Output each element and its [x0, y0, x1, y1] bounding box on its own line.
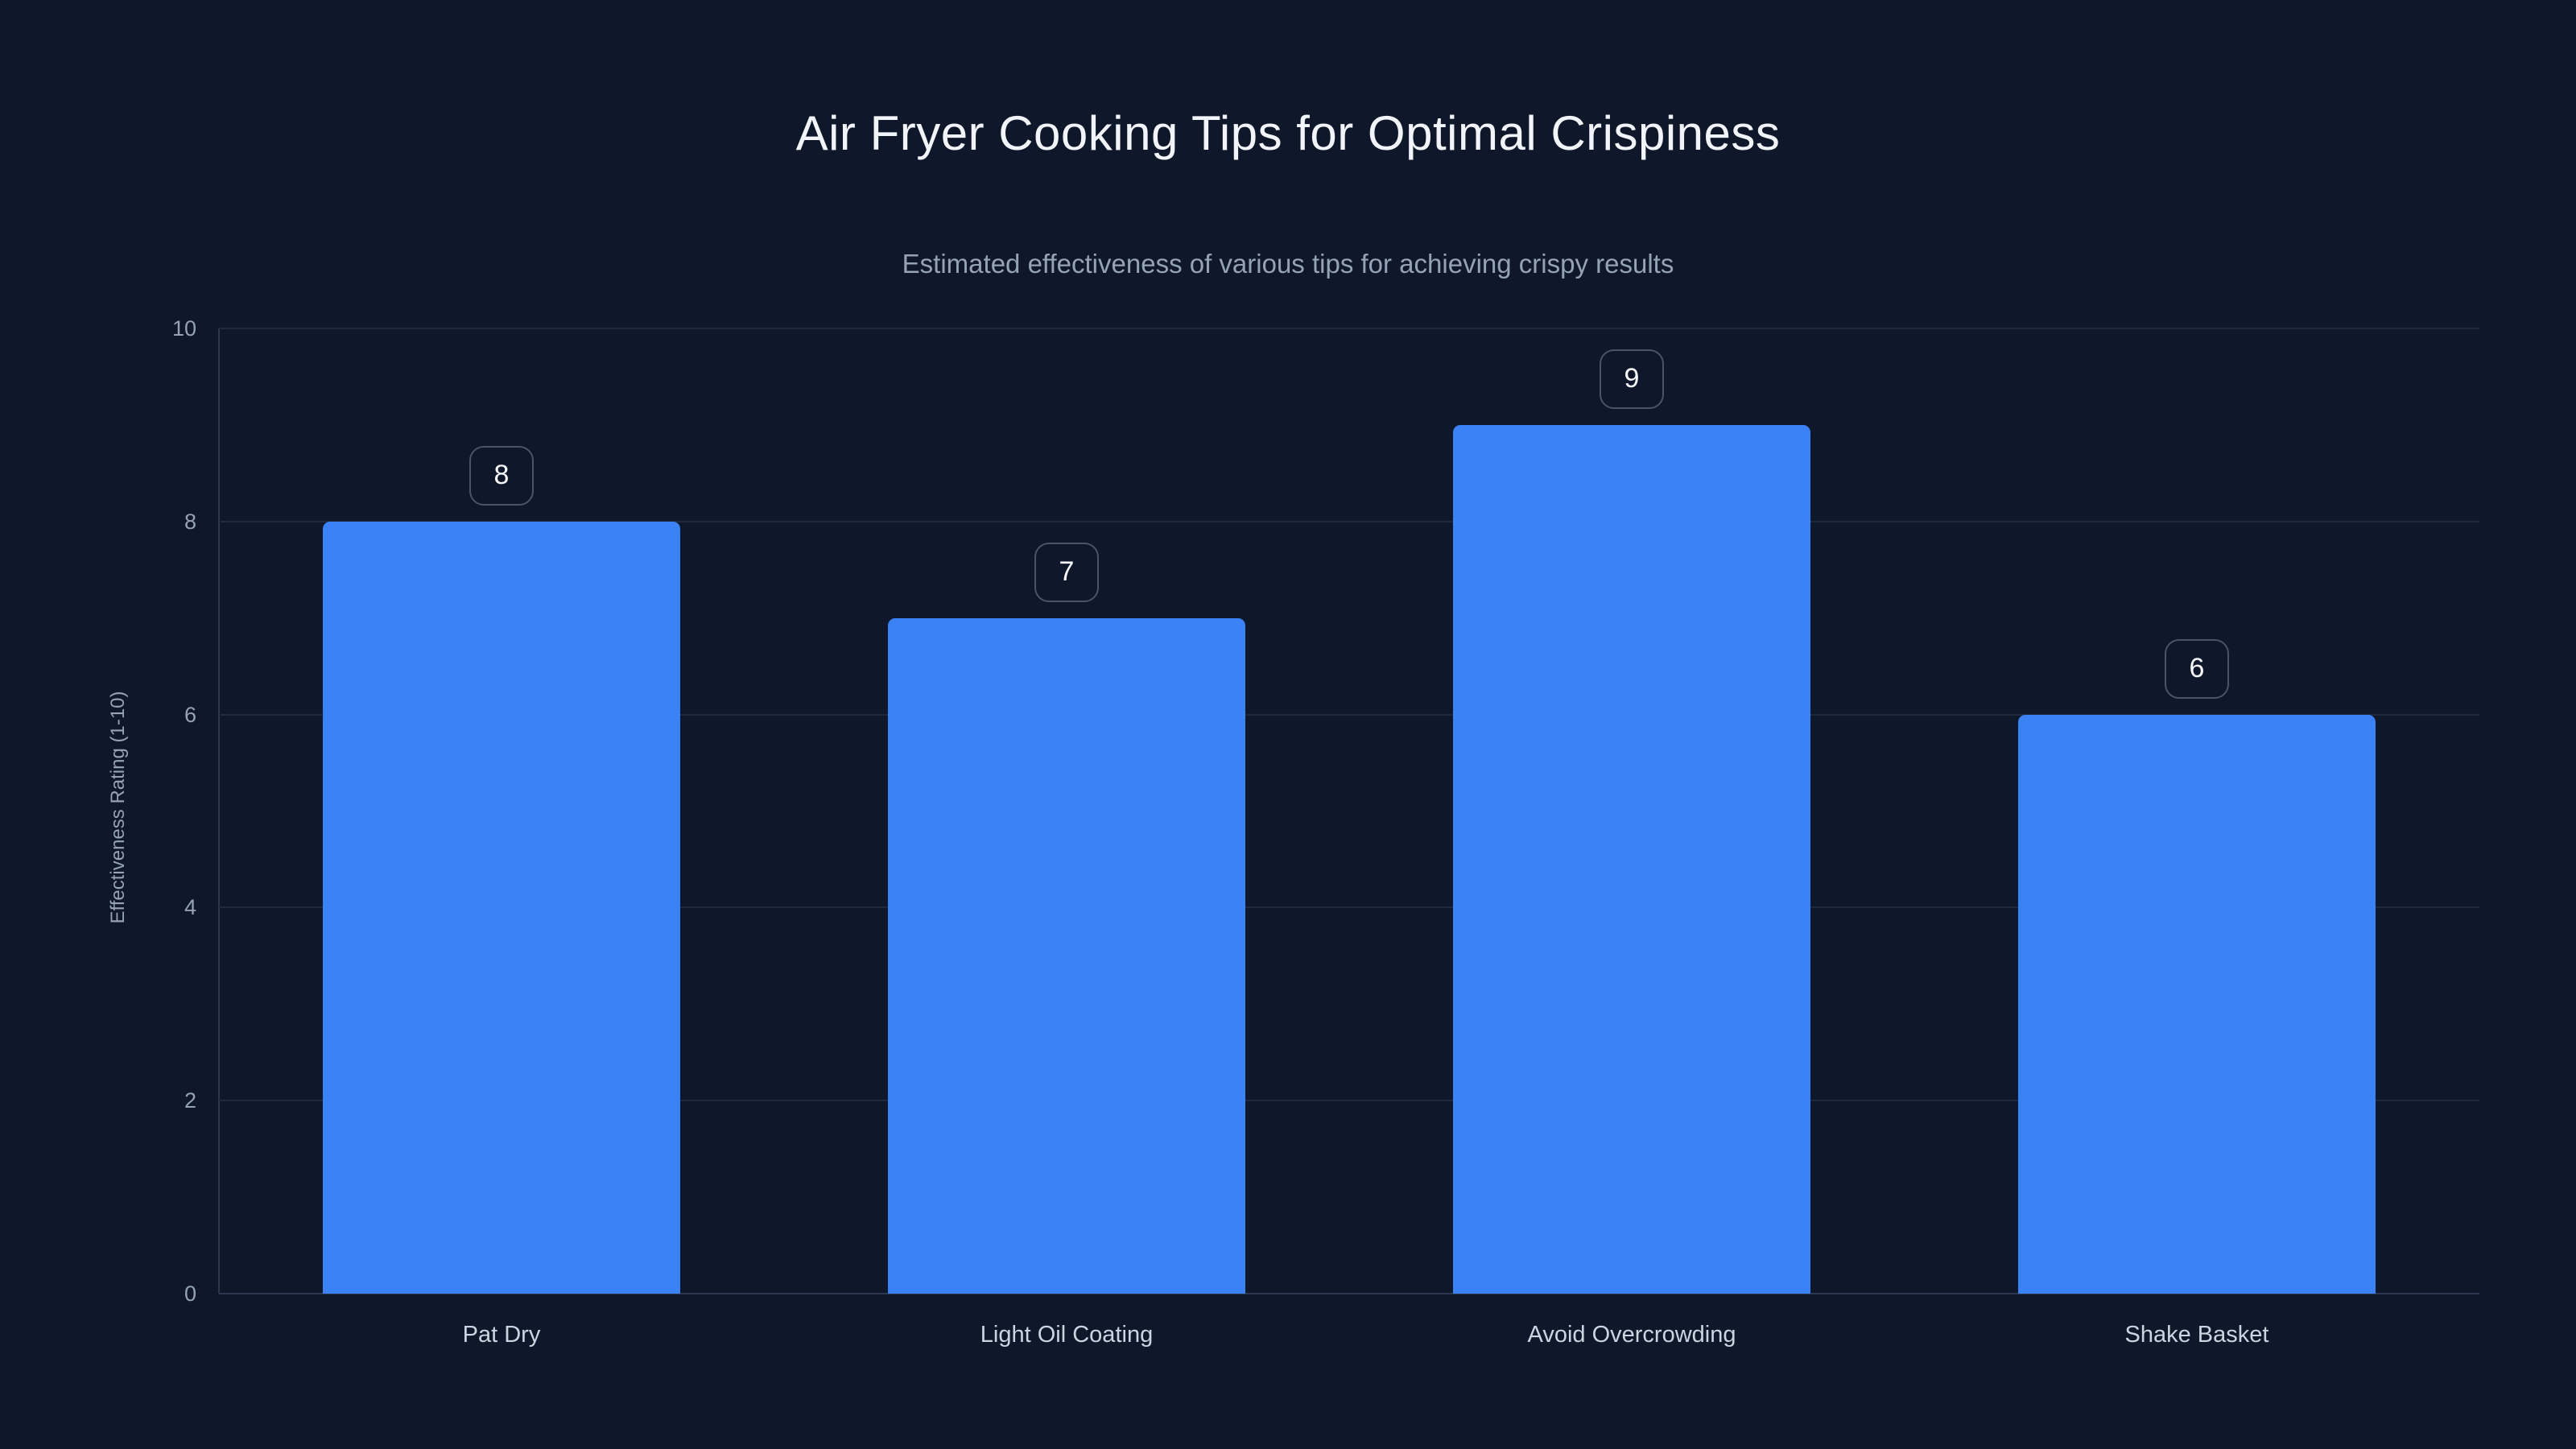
bar	[888, 617, 1245, 1294]
chart-title: Air Fryer Cooking Tips for Optimal Crisp…	[795, 106, 1781, 160]
x-axis-line	[219, 1293, 2479, 1294]
gridline	[219, 520, 2479, 522]
gridline	[219, 906, 2479, 909]
bar	[323, 521, 680, 1294]
x-axis-category-label: Pat Dry	[462, 1322, 541, 1348]
bar	[2018, 714, 2376, 1294]
bar-value-label: 8	[493, 460, 510, 491]
gridline	[219, 1100, 2479, 1102]
bar-value-badge: 7	[1034, 542, 1099, 602]
gridline	[219, 713, 2479, 716]
x-axis-category-label: Avoid Overcrowding	[1527, 1322, 1736, 1348]
chart-subtitle: Estimated effectiveness of various tips …	[902, 249, 1674, 279]
y-axis-tick-label: 4	[184, 895, 196, 920]
bar-value-badge: 6	[2165, 638, 2229, 699]
bar-value-badge: 8	[469, 445, 534, 506]
y-axis-tick-label: 0	[184, 1282, 196, 1306]
bar-value-label: 9	[1624, 363, 1640, 394]
y-axis-tick-label: 6	[184, 702, 196, 727]
bar	[1453, 424, 1810, 1294]
bar-value-label: 6	[2189, 653, 2205, 684]
bar-value-label: 7	[1059, 556, 1075, 588]
x-axis-category-label: Shake Basket	[2124, 1322, 2269, 1348]
x-axis-category-label: Light Oil Coating	[980, 1322, 1154, 1348]
gridline	[219, 328, 2479, 329]
y-axis-tick-label: 8	[184, 509, 196, 534]
bar-value-badge: 9	[1600, 349, 1664, 409]
plot-area	[218, 328, 2479, 1294]
y-axis-tick-label: 2	[184, 1088, 196, 1113]
y-axis-line	[218, 328, 220, 1294]
y-axis-tick-label: 10	[171, 316, 196, 341]
